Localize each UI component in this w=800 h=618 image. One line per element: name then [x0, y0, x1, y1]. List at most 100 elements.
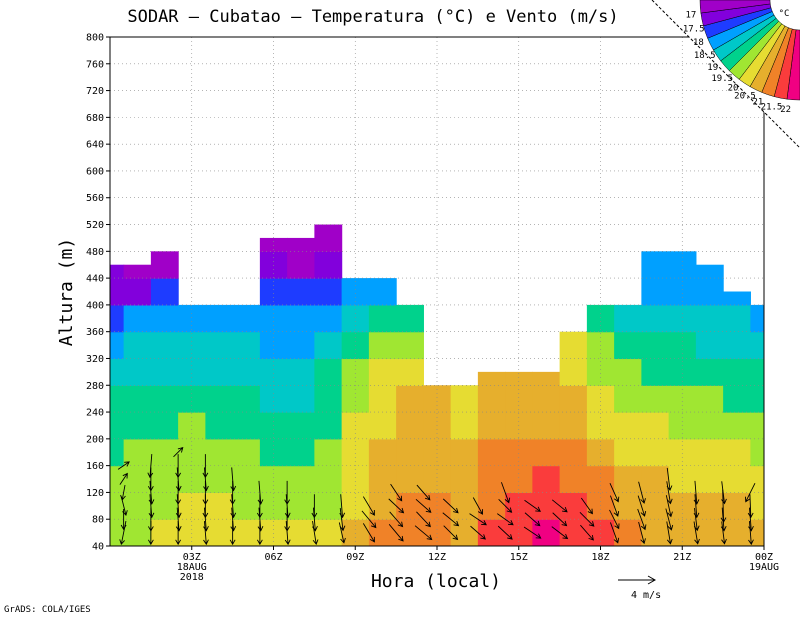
temperature-cell — [695, 385, 724, 413]
y-axis: 40 80 120 160 200 240 280 320 360 400 440 480 520 560… — [86, 33, 110, 553]
wind-arrow — [693, 521, 700, 545]
temperature-cell — [314, 412, 343, 440]
temperature-cell — [695, 278, 724, 306]
wind-arrow — [362, 523, 375, 543]
wind-arrow — [389, 511, 404, 528]
wind-arrow — [498, 499, 513, 513]
chart-title: SODAR — Cubatao — Temperatura (°C) e Ven… — [127, 7, 618, 27]
temperature-cell — [695, 465, 724, 494]
wind-arrow — [230, 467, 237, 492]
temperature-cell — [559, 385, 588, 413]
y-tick-label: 280 — [86, 381, 104, 392]
temperature-cell — [232, 438, 261, 467]
temperature-cell — [368, 331, 397, 360]
wind-arrow — [497, 513, 514, 526]
temperature-cell — [123, 331, 152, 360]
x-tick-label: 00Z — [755, 552, 773, 563]
temperature-cell — [368, 358, 397, 386]
wind-arrow — [284, 507, 291, 532]
wind-arrow — [202, 480, 209, 505]
wind-arrow — [693, 494, 700, 519]
temperature-cell — [287, 465, 315, 494]
temperature-cell — [477, 438, 506, 467]
wind-arrow — [362, 496, 375, 516]
temperature-cell — [668, 278, 697, 306]
temperature-cell — [368, 278, 397, 306]
temperature-cell — [205, 519, 234, 546]
temperature-cell — [477, 371, 506, 386]
temperature-cell — [586, 438, 615, 467]
temperature-cell — [259, 465, 288, 494]
temperature-cell — [232, 519, 261, 546]
temperature-cell — [205, 385, 234, 413]
temperature-cell — [150, 251, 179, 279]
wind-arrow — [256, 521, 263, 546]
temperature-cell — [287, 278, 315, 306]
temperature-cell — [532, 465, 561, 494]
y-axis-label: Altura (m) — [56, 238, 77, 346]
colorbar-unit-label: °C — [779, 9, 790, 19]
temperature-cell — [641, 304, 670, 333]
temperature-cell — [641, 358, 670, 386]
temperature-cell — [287, 519, 315, 546]
x-tick-label: 19AUG — [749, 562, 779, 573]
temperature-cell — [559, 438, 588, 467]
temperature-cell — [205, 358, 234, 386]
colorbar-level-label: 20 — [728, 83, 739, 93]
temperature-cell — [232, 331, 261, 360]
wind-arrow — [415, 499, 432, 513]
temperature-cell — [287, 358, 315, 386]
temperature-cell — [505, 465, 533, 494]
temperature-cell — [150, 331, 179, 360]
temperature-cell — [150, 412, 179, 440]
wind-arrow — [470, 525, 486, 540]
temperature-cell — [723, 331, 751, 360]
colorbar-level-label: 18 — [693, 38, 704, 48]
x-tick-label: 21Z — [673, 552, 691, 563]
wind-arrow — [748, 521, 754, 546]
y-tick-label: 200 — [86, 434, 104, 445]
temperature-cell — [150, 465, 179, 494]
temperature-cell — [750, 358, 764, 386]
wind-arrow — [147, 507, 154, 532]
wind-arrow — [147, 467, 154, 492]
wind-arrow — [388, 498, 405, 514]
wind-arrow — [580, 497, 593, 515]
wind-arrow — [443, 525, 459, 541]
x-tick-label: 2018 — [180, 572, 204, 583]
temperature-cell — [123, 412, 152, 440]
wind-arrow — [524, 512, 541, 527]
temperature-cell — [641, 251, 670, 279]
wind-arrow — [284, 480, 291, 505]
temperature-cell — [123, 492, 152, 520]
wind-arrow — [552, 512, 568, 527]
colorbar-level-label: 17.5 — [683, 24, 705, 34]
temperature-cell — [641, 519, 670, 546]
wind-arrow — [414, 525, 433, 541]
wind-arrow — [284, 521, 291, 546]
temperature-cell — [232, 412, 261, 440]
wind-arrow — [117, 461, 130, 470]
temperature-cell — [505, 519, 533, 546]
temperature-cell — [559, 358, 588, 386]
temperature-cell — [695, 438, 724, 467]
temperature-cell — [150, 438, 179, 467]
temperature-cell — [232, 385, 261, 413]
wind-arrow — [551, 499, 568, 513]
temperature-cell — [314, 224, 343, 252]
wind-arrow — [637, 508, 647, 531]
y-tick-label: 520 — [86, 220, 104, 231]
temperature-cell — [559, 465, 588, 494]
wind-arrow — [745, 482, 756, 503]
wind-arrow — [119, 520, 127, 546]
temperature-cell — [396, 358, 424, 386]
temperature-cell — [178, 465, 206, 494]
wind-arrow — [390, 483, 403, 502]
wind-arrow — [579, 511, 595, 527]
temperature-cell — [532, 371, 561, 386]
y-tick-label: 40 — [92, 542, 104, 553]
temperature-cell — [123, 264, 152, 279]
wind-reference-arrowhead — [647, 575, 657, 585]
wind-arrow — [339, 508, 346, 532]
